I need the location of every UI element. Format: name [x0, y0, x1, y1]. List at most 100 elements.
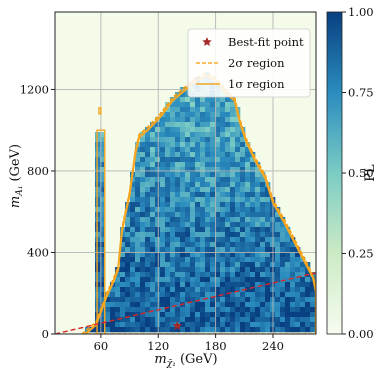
heatmap-cell	[175, 152, 181, 158]
heatmap-cell	[170, 102, 176, 108]
heatmap-cell	[195, 97, 201, 103]
heatmap-cell	[240, 297, 246, 303]
heatmap-cell	[130, 287, 136, 293]
heatmap-cell	[215, 277, 221, 283]
heatmap-cell	[185, 177, 191, 183]
heatmap-cell	[215, 112, 221, 118]
heatmap-cell	[180, 172, 186, 178]
heatmap-cell	[190, 252, 196, 258]
heatmap-cell	[240, 142, 246, 148]
heatmap-cell	[135, 217, 141, 223]
heatmap-cell	[170, 132, 176, 138]
heatmap-cell	[140, 317, 146, 323]
heatmap-cell	[125, 257, 131, 263]
heatmap-cell	[135, 282, 141, 288]
heatmap-cell	[185, 227, 191, 233]
heatmap-cell	[165, 142, 171, 148]
colorbar-tick-label: 0.50	[348, 166, 374, 180]
heatmap-cell	[290, 242, 296, 248]
heatmap-cell	[145, 232, 151, 238]
heatmap-cell	[145, 142, 151, 148]
heatmap-cell	[170, 227, 176, 233]
heatmap-cell	[100, 252, 106, 258]
heatmap-cell	[160, 287, 166, 293]
heatmap-cell	[165, 182, 171, 188]
heatmap-cell	[205, 182, 211, 188]
heatmap-cell	[220, 242, 226, 248]
heatmap-cell	[255, 177, 261, 183]
heatmap-cell	[275, 287, 281, 293]
heatmap-cell	[140, 137, 146, 143]
heatmap-cell	[155, 187, 161, 193]
heatmap-cell	[205, 157, 211, 163]
heatmap-cell	[235, 317, 241, 323]
heatmap-cell	[165, 327, 171, 333]
heatmap-cell	[220, 327, 226, 333]
heatmap-cell	[135, 297, 141, 303]
heatmap-cell	[225, 157, 231, 163]
heatmap-cell	[175, 227, 181, 233]
heatmap-cell	[160, 152, 166, 158]
heatmap-cell	[140, 232, 146, 238]
heatmap-cell	[125, 237, 131, 243]
heatmap-cell	[120, 297, 126, 303]
heatmap-cell	[250, 222, 256, 228]
heatmap-cell	[100, 207, 106, 213]
heatmap-cell	[170, 267, 176, 273]
heatmap-cell	[155, 142, 161, 148]
heatmap-cell	[305, 282, 311, 288]
heatmap-cell	[295, 257, 301, 263]
heatmap-cell	[230, 312, 236, 318]
heatmap-cell	[160, 162, 166, 168]
heatmap-cell	[235, 157, 241, 163]
heatmap-cell	[245, 162, 251, 168]
heatmap-cell	[245, 177, 251, 183]
heatmap-cell	[200, 127, 206, 133]
heatmap-cell	[255, 322, 261, 328]
heatmap-cell	[170, 242, 176, 248]
heatmap-cell	[120, 237, 126, 243]
heatmap-cell	[230, 232, 236, 238]
heatmap-cell	[190, 107, 196, 113]
heatmap-cell	[145, 262, 151, 268]
heatmap-cell	[155, 247, 161, 253]
heatmap-cell	[275, 302, 281, 308]
heatmap-cell	[240, 247, 246, 253]
heatmap-cell	[200, 222, 206, 228]
heatmap-cell	[120, 262, 126, 268]
heatmap-cell	[210, 147, 216, 153]
reference-line	[54, 272, 317, 335]
heatmap-cell	[135, 162, 141, 168]
heatmap-cell	[290, 282, 296, 288]
heatmap-cell	[210, 302, 216, 308]
heatmap-cell	[255, 287, 261, 293]
heatmap-cell	[200, 302, 206, 308]
heatmap-cell	[240, 242, 246, 248]
heatmap-cell	[160, 307, 166, 313]
heatmap-cell	[220, 102, 226, 108]
heatmap-cell	[220, 182, 226, 188]
heatmap-cell	[185, 107, 191, 113]
heatmap-cell	[185, 127, 191, 133]
heatmap-cell	[185, 122, 191, 128]
heatmap-cell	[210, 317, 216, 323]
heatmap-cell	[255, 197, 261, 203]
heatmap-cell	[205, 262, 211, 268]
heatmap-cell	[245, 202, 251, 208]
heatmap-cell	[240, 322, 246, 328]
heatmap-cell	[140, 272, 146, 278]
heatmap-cell	[290, 257, 296, 263]
heatmap-cell	[100, 242, 106, 248]
heatmap-cell	[215, 217, 221, 223]
heatmap-cell	[215, 247, 221, 253]
heatmap-cell	[230, 152, 236, 158]
legend: Best-fit point 2σ region 1σ region	[187, 28, 311, 98]
heatmap-cell	[235, 327, 241, 333]
heatmap-cell	[155, 222, 161, 228]
heatmap-cell	[205, 242, 211, 248]
heatmap-cell	[155, 282, 161, 288]
heatmap-cell	[110, 322, 116, 328]
heatmap-cell	[195, 207, 201, 213]
heatmap-cell	[215, 307, 221, 313]
heatmap-cell	[220, 167, 226, 173]
